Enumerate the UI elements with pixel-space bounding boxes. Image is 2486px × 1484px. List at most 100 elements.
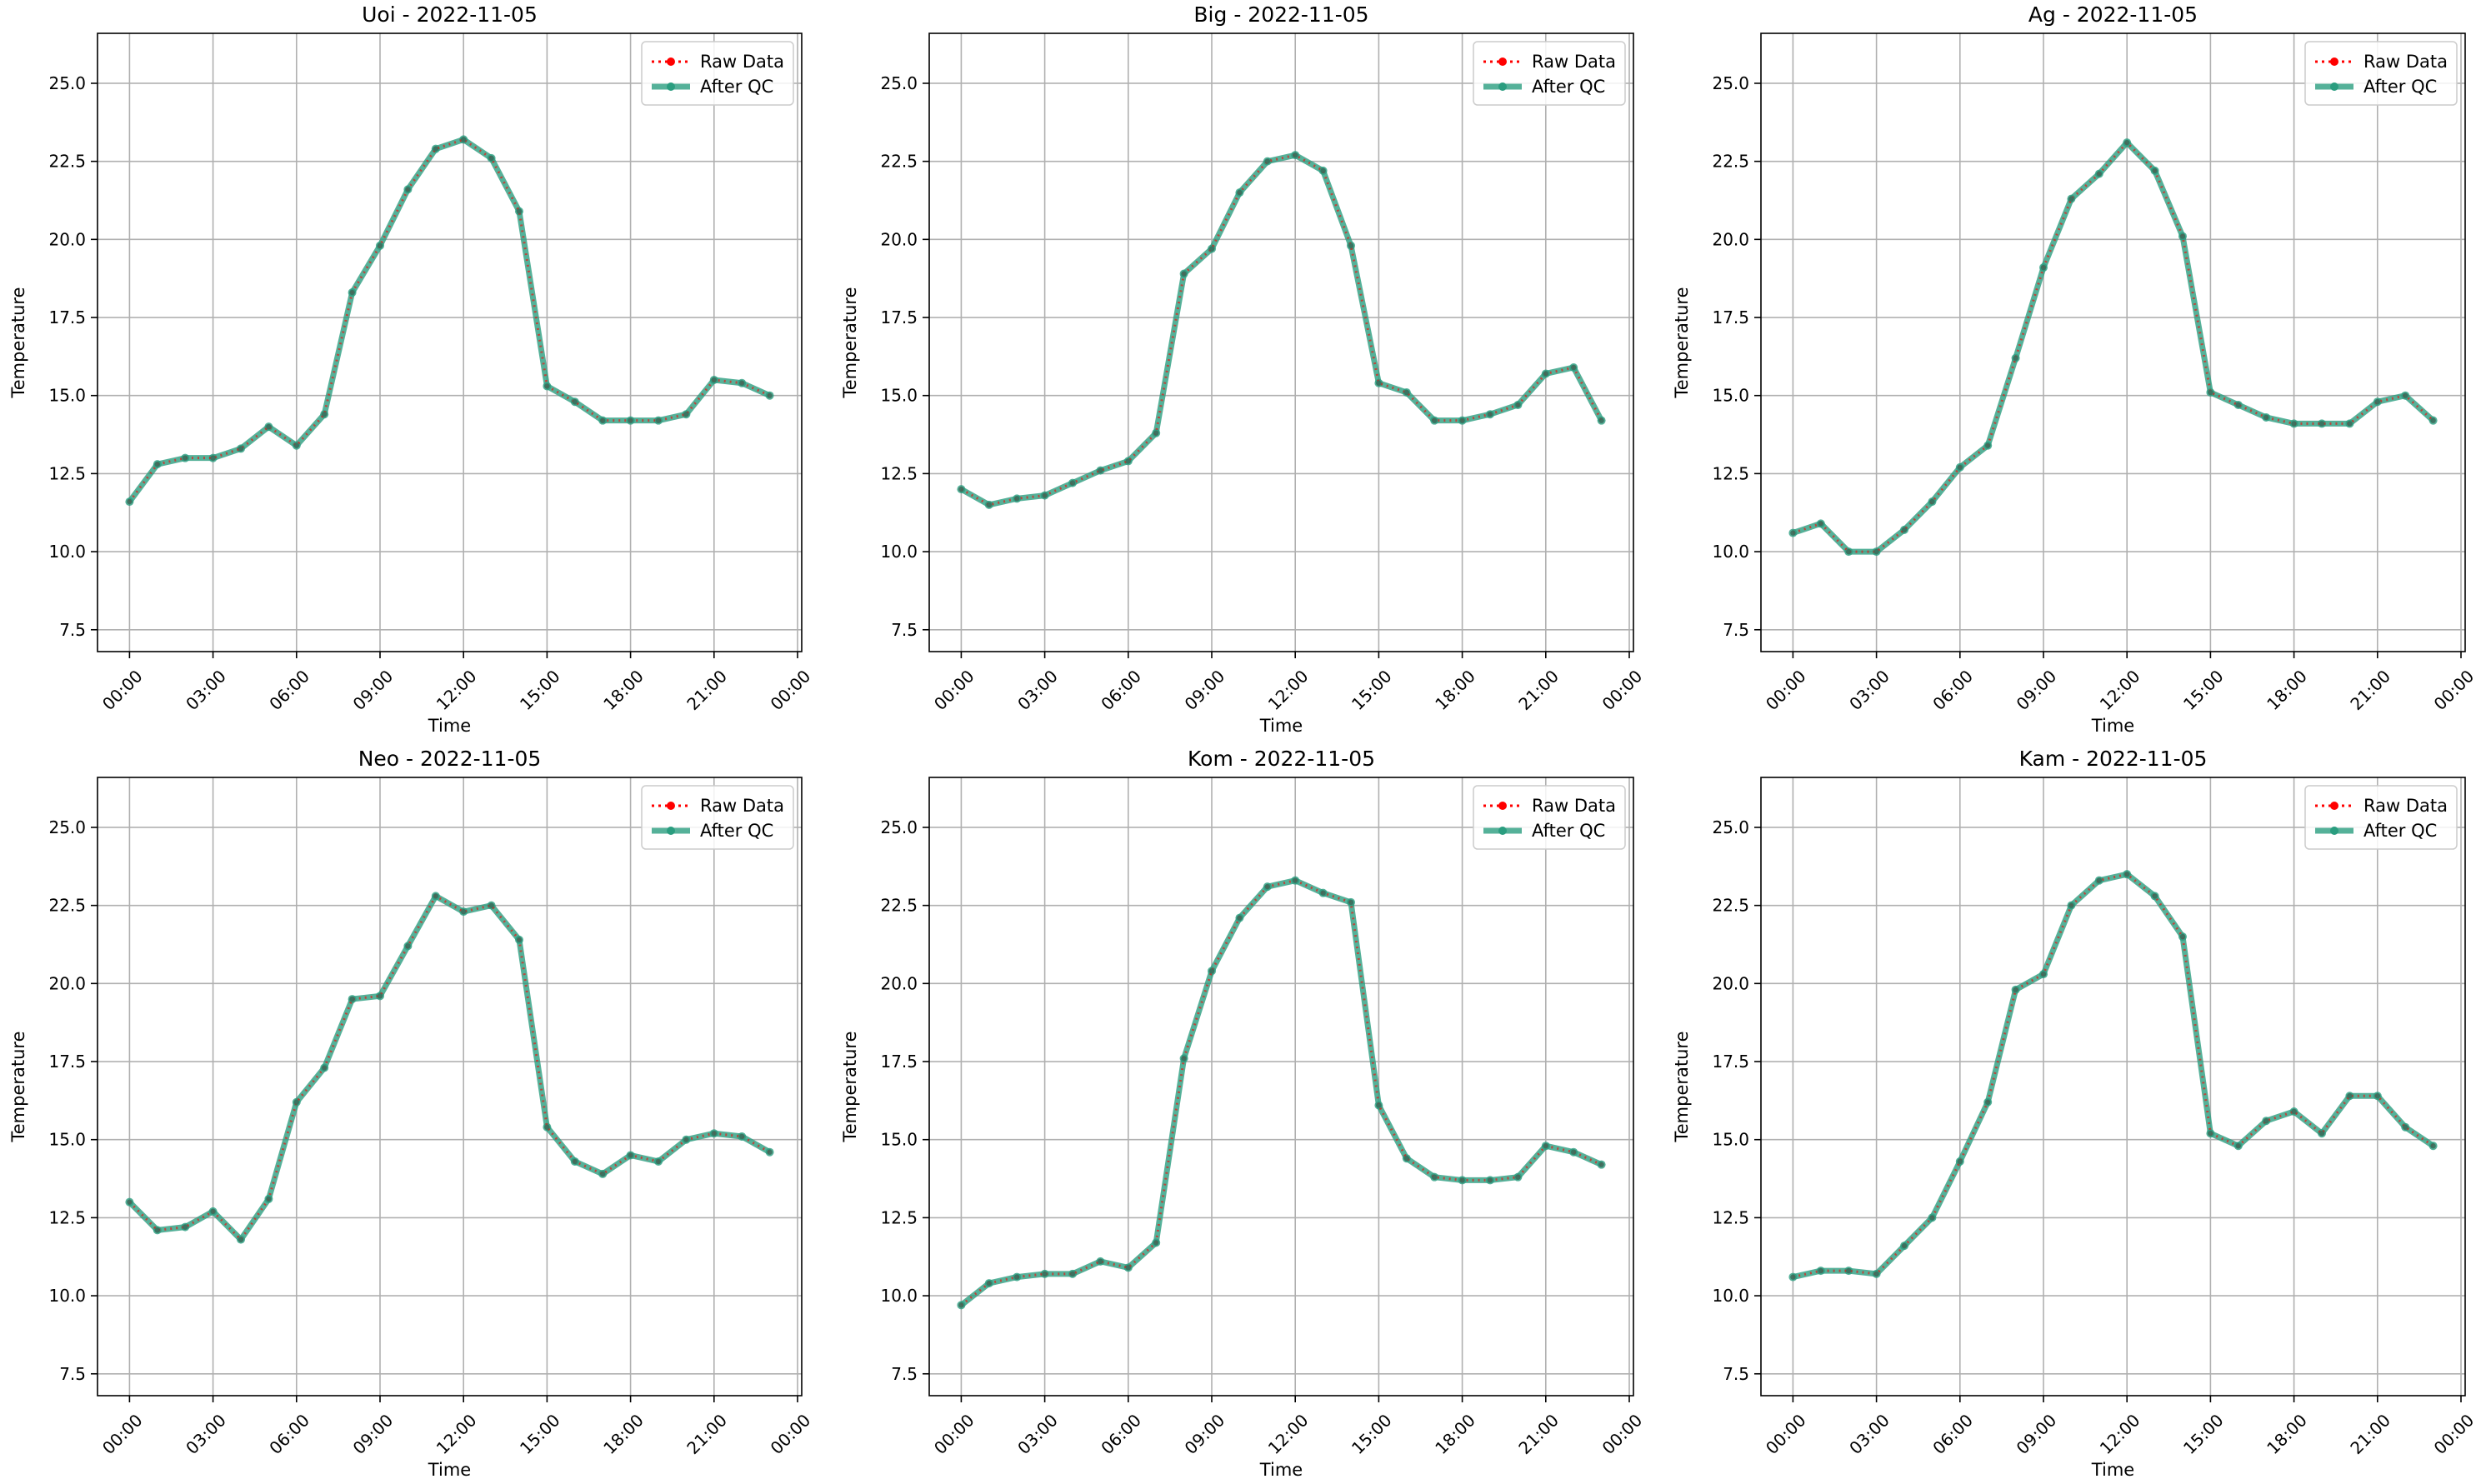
x-axis-label: Time — [2091, 1460, 2134, 1480]
x-tick-label: 12:00 — [1264, 666, 1313, 714]
raw-data-point — [127, 1199, 133, 1205]
raw-data-point — [2374, 1093, 2380, 1099]
series-line-raw-data — [1793, 872, 2434, 1279]
x-axis-label: Time — [2091, 716, 2134, 736]
raw-data-point — [2402, 392, 2408, 398]
raw-data-point — [1320, 890, 1326, 896]
raw-data-point — [2318, 421, 2325, 427]
raw-data-point — [1431, 1174, 1438, 1180]
raw-data-point — [1264, 158, 1271, 164]
raw-data-point — [1873, 1271, 1879, 1277]
y-tick-label: 22.5 — [880, 152, 918, 172]
raw-data-point — [266, 1196, 272, 1202]
raw-data-point — [377, 993, 383, 999]
raw-data-point — [1237, 915, 1243, 921]
legend: Raw Data After QC — [2304, 41, 2458, 106]
x-tick-label: 09:00 — [1181, 666, 1229, 714]
raw-data-point — [1515, 1174, 1521, 1180]
series-line-raw-data — [128, 894, 771, 1242]
raw-data-point — [2263, 1118, 2269, 1124]
raw-data-point — [628, 417, 633, 423]
raw-data-point — [349, 996, 355, 1002]
y-axis-label: Temperature — [8, 287, 28, 398]
y-tick-label: 25.0 — [48, 817, 86, 837]
x-tick-label: 12:00 — [2096, 1410, 2144, 1458]
x-tick-label: 06:00 — [265, 1410, 313, 1458]
y-tick-label: 10.0 — [48, 542, 86, 562]
legend-qc-label: After QC — [1532, 77, 1605, 97]
subplot-title: Ag - 2022-11-05 — [2028, 2, 2198, 27]
legend-raw-marker — [1498, 802, 1507, 810]
legend-qc-marker — [2330, 82, 2338, 91]
x-tick-label: 03:00 — [1013, 666, 1062, 714]
series-line-after-qc — [127, 136, 772, 504]
y-tick-label: 7.5 — [59, 620, 86, 640]
legend-raw-label: Raw Data — [1532, 796, 1616, 816]
y-tick-label: 7.5 — [1723, 1364, 1749, 1384]
x-axis-label: Time — [428, 716, 471, 736]
raw-data-point — [1153, 1240, 1159, 1246]
raw-data-point — [1431, 417, 1438, 423]
x-tick-label: 15:00 — [516, 1410, 564, 1458]
subplot-title: Big - 2022-11-05 — [1193, 2, 1368, 27]
x-tick-label: 03:00 — [1845, 1410, 1893, 1458]
raw-data-point — [183, 455, 188, 461]
x-tick-label: 00:00 — [767, 666, 815, 714]
raw-data-point — [2347, 1093, 2353, 1099]
raw-data-point — [322, 1065, 328, 1071]
x-tick-label: 18:00 — [2263, 666, 2311, 714]
raw-data-point — [1570, 1149, 1577, 1155]
x-tick-label: 06:00 — [1928, 1410, 1977, 1458]
raw-data-point — [1125, 458, 1132, 464]
y-tick-label: 15.0 — [48, 386, 86, 406]
y-tick-label: 17.5 — [1712, 307, 1749, 327]
y-tick-label: 10.0 — [880, 1286, 918, 1306]
raw-data-point — [1320, 167, 1326, 174]
raw-data-point — [2208, 1131, 2213, 1137]
x-tick-label: 03:00 — [182, 666, 230, 714]
y-axis-label: Temperature — [8, 1031, 28, 1142]
raw-data-point — [986, 1280, 993, 1287]
axes-frame — [928, 777, 1634, 1397]
axes-frame — [97, 32, 803, 652]
legend-raw-marker — [667, 802, 675, 810]
x-tick-label: 00:00 — [1762, 666, 1810, 714]
x-tick-label: 15:00 — [1348, 1410, 1396, 1458]
raw-data-point — [1570, 364, 1577, 371]
legend: Raw Data After QC — [2304, 785, 2458, 850]
raw-data-point — [1543, 1143, 1548, 1149]
x-tick-label: 06:00 — [1097, 1410, 1145, 1458]
raw-data-point — [1487, 411, 1493, 417]
x-tick-label: 15:00 — [2179, 1410, 2228, 1458]
axes-frame — [1760, 777, 2466, 1397]
raw-data-point — [210, 1208, 216, 1215]
y-tick-label: 22.5 — [48, 896, 86, 916]
x-tick-label: 06:00 — [1928, 666, 1977, 714]
raw-data-point — [599, 1171, 606, 1177]
raw-data-point — [2123, 139, 2130, 146]
raw-data-point — [1543, 371, 1548, 377]
y-tick-label: 10.0 — [1712, 542, 1749, 562]
raw-data-point — [1846, 1267, 1852, 1274]
y-tick-label: 22.5 — [880, 896, 918, 916]
raw-data-point — [2430, 417, 2436, 423]
y-tick-label: 12.5 — [48, 1207, 86, 1227]
series-line-raw-data — [960, 879, 1603, 1307]
subplot-1: 7.5 10.0 12.5 15.0 17.5 20.0 22.5 25.0 00:00 03:0… — [8, 2, 814, 736]
legend-qc-marker — [667, 827, 675, 835]
raw-data-point — [628, 1152, 633, 1158]
raw-data-point — [183, 1224, 188, 1230]
subplot-title: Kam - 2022-11-05 — [2019, 747, 2208, 771]
y-tick-label: 12.5 — [880, 1207, 918, 1227]
x-tick-label: 09:00 — [2013, 666, 2061, 714]
raw-data-point — [2263, 414, 2269, 421]
subplot-title: Uoi - 2022-11-05 — [362, 2, 538, 27]
raw-data-point — [1515, 402, 1521, 408]
legend: Raw Data After QC — [1473, 785, 1626, 850]
x-tick-label: 00:00 — [930, 666, 978, 714]
raw-data-point — [1153, 430, 1159, 436]
raw-data-point — [1376, 380, 1382, 386]
legend-raw-marker — [1498, 57, 1507, 66]
raw-data-point — [2291, 421, 2297, 427]
x-axis-label: Time — [1259, 1460, 1303, 1480]
